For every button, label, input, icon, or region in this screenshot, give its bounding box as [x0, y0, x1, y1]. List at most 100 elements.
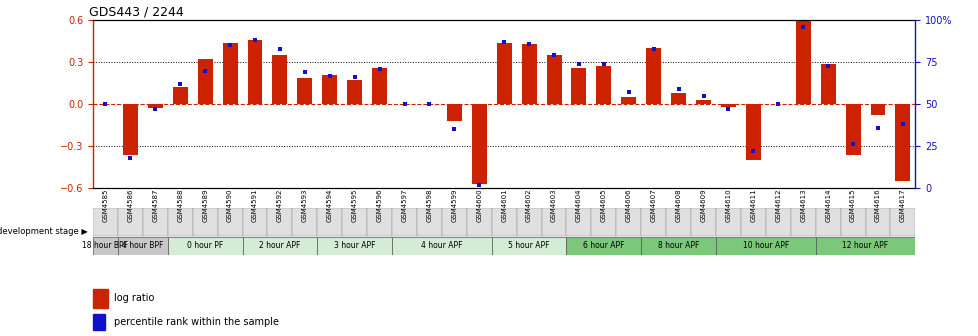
Text: GSM4586: GSM4586	[127, 188, 133, 222]
Point	[446, 127, 462, 132]
Point	[296, 70, 312, 75]
Bar	[167, 208, 193, 236]
Point	[695, 93, 711, 98]
Text: GDS443 / 2244: GDS443 / 2244	[89, 6, 184, 19]
Point	[496, 39, 511, 45]
Text: 4 hour APF: 4 hour APF	[421, 242, 463, 250]
Bar	[645, 48, 660, 104]
Point	[720, 107, 735, 112]
Text: GSM4593: GSM4593	[301, 188, 307, 222]
Text: development stage ▶: development stage ▶	[0, 227, 88, 236]
Text: GSM4585: GSM4585	[103, 188, 109, 222]
Point	[198, 68, 213, 73]
Text: 3 hour APF: 3 hour APF	[333, 242, 375, 250]
Bar	[167, 237, 243, 255]
Text: GSM4610: GSM4610	[725, 188, 731, 222]
Bar	[372, 68, 386, 104]
Text: 4 hour BPF: 4 hour BPF	[122, 242, 163, 250]
Text: GSM4603: GSM4603	[551, 188, 556, 222]
Bar	[820, 64, 835, 104]
Text: 2 hour APF: 2 hour APF	[259, 242, 300, 250]
Bar	[521, 44, 536, 104]
Point	[272, 46, 288, 51]
Bar	[93, 314, 106, 330]
Bar	[198, 59, 212, 104]
Point	[520, 41, 536, 46]
Point	[770, 101, 785, 107]
Bar	[546, 55, 561, 104]
Bar	[342, 208, 367, 236]
Point	[794, 24, 810, 30]
Point	[620, 90, 636, 95]
Text: GSM4604: GSM4604	[575, 188, 581, 222]
Bar	[695, 100, 710, 104]
Bar	[367, 208, 391, 236]
Point	[422, 101, 437, 107]
Text: GSM4595: GSM4595	[351, 188, 357, 222]
Bar	[869, 104, 884, 115]
Text: GSM4613: GSM4613	[799, 188, 806, 222]
Point	[894, 122, 910, 127]
Text: GSM4591: GSM4591	[251, 188, 258, 222]
Text: log ratio: log ratio	[113, 293, 154, 303]
Bar	[616, 208, 641, 236]
Bar	[815, 208, 840, 236]
Bar	[217, 208, 243, 236]
Text: GSM4601: GSM4601	[501, 188, 507, 222]
Point	[570, 61, 586, 67]
Bar	[347, 80, 362, 104]
Bar	[93, 208, 117, 236]
Text: GSM4615: GSM4615	[849, 188, 855, 222]
Bar	[417, 208, 441, 236]
Bar	[890, 208, 914, 236]
Bar	[148, 104, 162, 109]
Text: GSM4606: GSM4606	[625, 188, 631, 222]
Bar	[391, 237, 491, 255]
Text: GSM4612: GSM4612	[775, 188, 780, 222]
Text: GSM4587: GSM4587	[153, 188, 158, 222]
Text: 5 hour APF: 5 hour APF	[508, 242, 550, 250]
Bar	[641, 208, 665, 236]
Text: GSM4609: GSM4609	[700, 188, 706, 222]
Text: GSM4599: GSM4599	[451, 188, 457, 222]
Bar	[93, 237, 117, 255]
Point	[869, 125, 885, 130]
Text: GSM4617: GSM4617	[899, 188, 905, 222]
Bar	[740, 208, 765, 236]
Point	[322, 73, 337, 78]
Point	[98, 101, 113, 107]
Text: GSM4616: GSM4616	[874, 188, 880, 222]
Text: GSM4602: GSM4602	[525, 188, 532, 222]
Point	[148, 107, 163, 112]
Bar	[895, 104, 910, 181]
Bar	[297, 78, 312, 104]
Point	[172, 81, 188, 87]
Bar	[93, 289, 108, 308]
Text: GSM4600: GSM4600	[475, 188, 482, 222]
Text: GSM4614: GSM4614	[824, 188, 830, 222]
Bar	[272, 55, 288, 104]
Bar	[715, 208, 740, 236]
Bar	[690, 208, 715, 236]
Bar	[322, 75, 336, 104]
Bar	[745, 104, 760, 160]
Bar	[243, 237, 317, 255]
Bar	[491, 237, 566, 255]
Bar	[865, 208, 890, 236]
Point	[745, 149, 761, 154]
Bar	[243, 208, 267, 236]
Text: GSM4590: GSM4590	[227, 188, 233, 222]
Point	[596, 61, 611, 67]
Bar	[571, 68, 586, 104]
Bar	[671, 93, 686, 104]
Text: GSM4589: GSM4589	[201, 188, 208, 222]
Bar	[491, 208, 516, 236]
Bar	[840, 208, 865, 236]
Point	[122, 155, 138, 161]
Bar	[516, 208, 541, 236]
Bar	[720, 104, 735, 107]
Bar	[665, 208, 690, 236]
Bar	[123, 104, 138, 155]
Bar	[566, 208, 591, 236]
Bar	[795, 2, 810, 104]
